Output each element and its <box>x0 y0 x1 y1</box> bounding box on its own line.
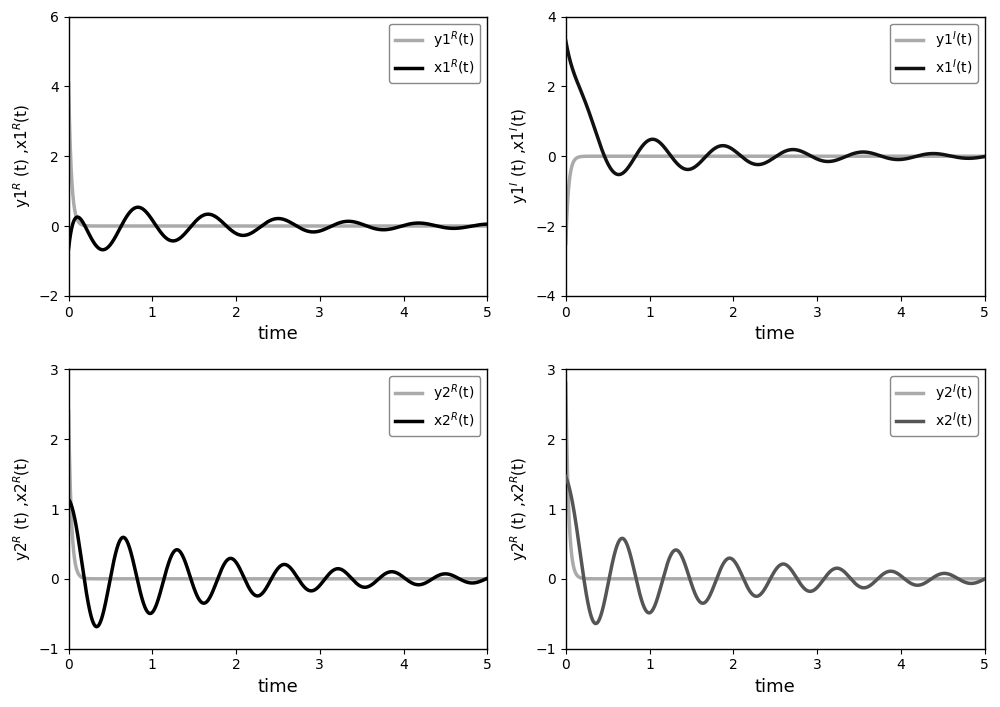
Legend: y2$^R$(t), x2$^R$(t): y2$^R$(t), x2$^R$(t) <box>389 376 480 436</box>
Legend: y2$^I$(t), x2$^I$(t): y2$^I$(t), x2$^I$(t) <box>890 376 978 436</box>
Y-axis label: y1$^I$ (t) ,x1$^I$(t): y1$^I$ (t) ,x1$^I$(t) <box>508 108 530 204</box>
X-axis label: time: time <box>258 678 298 696</box>
Y-axis label: y2$^R$ (t) ,x2$^R$(t): y2$^R$ (t) ,x2$^R$(t) <box>508 457 530 561</box>
X-axis label: time: time <box>755 325 796 343</box>
X-axis label: time: time <box>755 678 796 696</box>
X-axis label: time: time <box>258 325 298 343</box>
Y-axis label: y2$^R$ (t) ,x2$^R$(t): y2$^R$ (t) ,x2$^R$(t) <box>11 457 33 561</box>
Legend: y1$^R$(t), x1$^R$(t): y1$^R$(t), x1$^R$(t) <box>389 23 480 83</box>
Legend: y1$^I$(t), x1$^I$(t): y1$^I$(t), x1$^I$(t) <box>890 23 978 83</box>
Y-axis label: y1$^R$ (t) ,x1$^R$(t): y1$^R$ (t) ,x1$^R$(t) <box>11 104 33 209</box>
